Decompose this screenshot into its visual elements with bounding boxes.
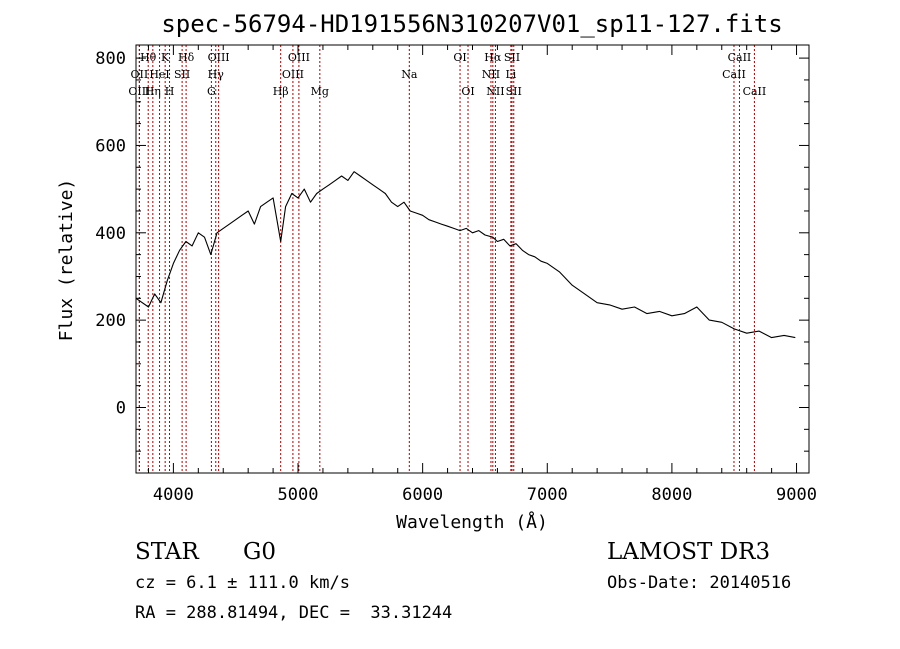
- line-label: OIII: [288, 51, 310, 64]
- line-label: Hη: [145, 85, 161, 98]
- line-label: SII: [174, 68, 190, 81]
- line-label: SII: [504, 51, 520, 64]
- line-label: OIII: [128, 85, 150, 98]
- x-axis-label: Wavelength (Å): [396, 511, 548, 533]
- plot-area: [135, 44, 810, 474]
- x-tick-label: 9000: [776, 485, 817, 505]
- object-class: STAR: [135, 539, 199, 565]
- line-label: HeI: [149, 68, 169, 81]
- obs-date: Obs-Date: 20140516: [607, 573, 792, 593]
- y-axis-label: Flux (relative): [56, 179, 77, 342]
- line-label: NII: [486, 85, 504, 98]
- x-axis: 4000 5000 6000 7000 8000 9000: [147, 45, 817, 505]
- y-axis: 0 200 400 600 800: [95, 49, 809, 452]
- y-tick-label: 400: [95, 224, 126, 244]
- x-tick-label: 5000: [278, 485, 319, 505]
- line-label: OIII: [208, 51, 230, 64]
- line-label: Li: [505, 68, 516, 81]
- line-label: G: [207, 85, 216, 98]
- line-label: Hγ: [208, 68, 225, 81]
- y-tick-label: 0: [116, 398, 126, 418]
- coordinates: RA = 288.81494, DEC = 33.31244: [135, 603, 453, 623]
- spectral-line-markers: [138, 45, 755, 473]
- line-label: CaII: [728, 51, 752, 64]
- x-tick-label: 4000: [153, 485, 194, 505]
- flux-series-line: [135, 171, 796, 339]
- subclass: G0: [243, 539, 277, 565]
- line-label: Hθ: [140, 51, 157, 64]
- line-label: H: [165, 85, 175, 98]
- line-label: OI: [453, 51, 466, 64]
- x-tick-label: 8000: [651, 485, 692, 505]
- line-label: Mg: [311, 85, 329, 98]
- line-label: CaII: [743, 85, 767, 98]
- plot-frame: [135, 44, 810, 474]
- y-tick-label: 800: [95, 49, 126, 69]
- line-label: Hδ: [178, 51, 195, 64]
- line-label: K: [161, 51, 170, 64]
- line-label: OI: [461, 85, 474, 98]
- redshift-text: cz = 6.1 ± 111.0 km/s: [135, 573, 350, 593]
- y-tick-label: 200: [95, 311, 126, 331]
- x-tick-label: 6000: [402, 485, 443, 505]
- line-label: SII: [506, 85, 522, 98]
- chart-title: spec-56794-HD191556N310207V01_sp11-127.f…: [161, 10, 782, 38]
- line-label: NII: [482, 68, 500, 81]
- line-label: OII: [131, 68, 149, 81]
- line-label: Hα: [484, 51, 502, 64]
- survey-name: LAMOST DR3: [607, 539, 771, 565]
- line-label: CaII: [722, 68, 746, 81]
- line-label: OIII: [282, 68, 304, 81]
- line-label: Hβ: [273, 85, 289, 98]
- line-label: Na: [401, 68, 418, 81]
- x-tick-label: 7000: [527, 485, 568, 505]
- y-tick-label: 600: [95, 136, 126, 156]
